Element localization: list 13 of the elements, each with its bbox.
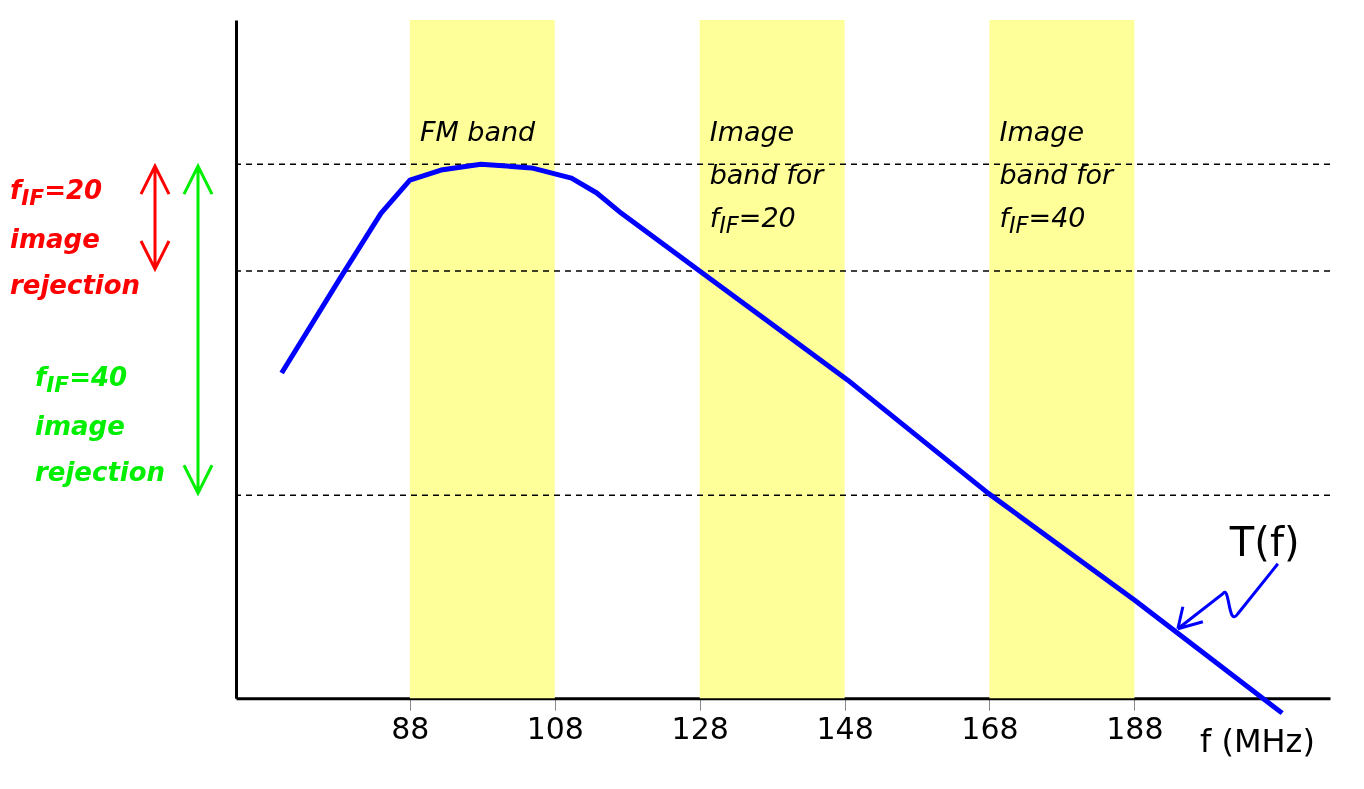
x-axis-title: f (MHz)	[1200, 722, 1315, 760]
x-tick-label: 168	[961, 710, 1019, 746]
annotation: T(f)	[1229, 518, 1300, 565]
x-tick-label: 128	[671, 710, 729, 746]
text: f$_{IF}$=40 image rejection	[35, 361, 167, 489]
x-tick-label: 108	[526, 710, 584, 746]
band-label: Image band for f$_{IF}$=40	[999, 115, 1116, 241]
x-tick-label: 188	[1106, 710, 1164, 746]
band-label: Image band for f$_{IF}$=20	[709, 115, 826, 241]
band-label: FM band	[419, 115, 537, 149]
x-tick-label: 148	[816, 710, 874, 746]
text: f$_{IF}$=20 image rejection	[10, 174, 142, 302]
x-tick-label: 88	[391, 710, 430, 746]
